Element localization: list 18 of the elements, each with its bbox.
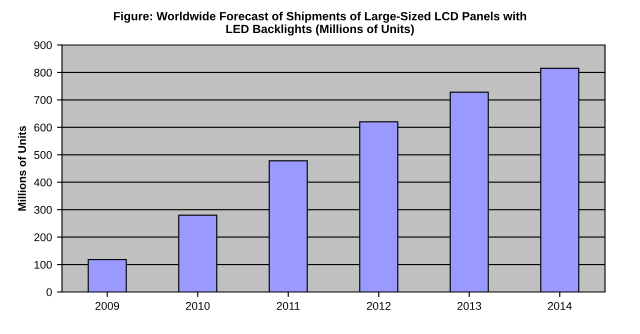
y-tick-label: 200 — [34, 233, 52, 242]
x-tick-label: 2011 — [276, 302, 300, 310]
y-axis-title: Millions of Units — [18, 126, 26, 211]
x-tick-label: 2013 — [457, 302, 482, 310]
y-tick-label: 500 — [34, 151, 52, 159]
x-tick-label: 2014 — [548, 302, 572, 310]
chart-title: Figure: Worldwide Forecast of Shipments of Large-Sized LCD Panels with LED Backlights (Millions of Units) — [114, 12, 526, 36]
y-tick-label: 900 — [34, 41, 52, 50]
y-tick-label: 800 — [34, 68, 52, 77]
x-tick-label: 2012 — [366, 302, 391, 310]
x-tick-label: 2009 — [95, 302, 120, 310]
y-tick-label: 400 — [34, 178, 52, 186]
x-tick-label: 2010 — [186, 302, 210, 310]
y-tick-label: 0 — [46, 288, 52, 296]
y-tick-label: 600 — [34, 124, 52, 132]
y-tick-label: 300 — [34, 206, 52, 214]
y-tick-label: 700 — [34, 96, 52, 104]
y-tick-label: 100 — [34, 260, 52, 269]
